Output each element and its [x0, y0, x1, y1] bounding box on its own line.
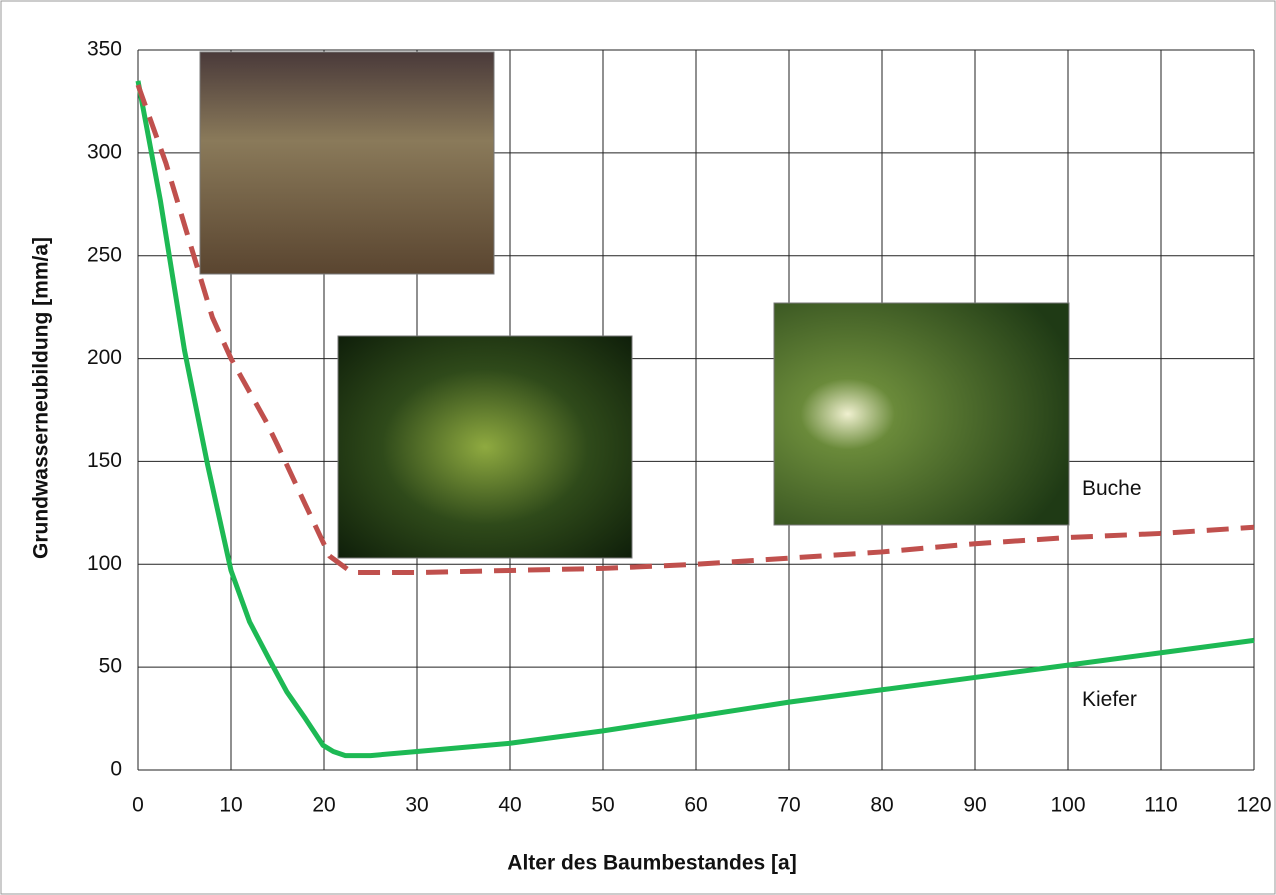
x-tick-label: 50	[591, 794, 614, 817]
y-tick-label: 50	[99, 655, 122, 678]
x-tick-label: 80	[870, 794, 893, 817]
photo	[200, 52, 494, 274]
y-tick-label: 0	[110, 758, 122, 781]
y-tick-label: 100	[87, 552, 122, 575]
x-tick-label: 30	[405, 794, 428, 817]
frame	[1, 1, 1275, 894]
x-tick-label: 90	[963, 794, 986, 817]
x-tick-label: 20	[312, 794, 335, 817]
x-tick-label: 110	[1144, 794, 1177, 817]
y-axis-title: Grundwasserneubildung [mm/a]	[30, 237, 53, 559]
x-tick-label: 0	[132, 794, 144, 817]
x-tick-label: 10	[219, 794, 242, 817]
y-tick-label: 200	[87, 346, 122, 369]
y-tick-label: 150	[87, 449, 122, 472]
series-label: Buche	[1082, 477, 1142, 500]
x-tick-label: 60	[684, 794, 707, 817]
x-tick-label: 100	[1050, 794, 1085, 817]
y-tick-label: 250	[87, 243, 122, 266]
photo	[338, 336, 632, 558]
chart: 0 50 100 150 200 250 300 350 0 10 20 30 40 50 60 70 80 90…	[0, 0, 1276, 895]
page: {"chart_data": {"type": "line", "x_label…	[0, 0, 1276, 895]
series-label: Kiefer	[1082, 688, 1137, 711]
x-tick-label: 120	[1236, 794, 1271, 817]
x-tick-label: 40	[498, 794, 521, 817]
photo	[774, 303, 1069, 525]
x-axis-title: Alter des Baumbestandes [a]	[507, 852, 796, 875]
y-tick-label: 350	[87, 38, 122, 61]
y-tick-label: 300	[87, 140, 122, 163]
x-tick-label: 70	[777, 794, 800, 817]
